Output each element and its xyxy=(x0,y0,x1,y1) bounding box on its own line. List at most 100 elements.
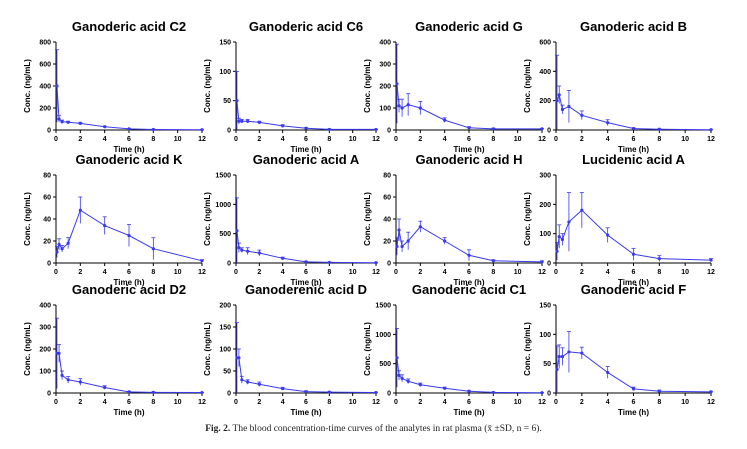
x-tick-label: 4 xyxy=(281,136,285,143)
data-point xyxy=(235,229,239,233)
x-tick-label: 8 xyxy=(657,136,661,143)
x-tick-label: 12 xyxy=(372,136,380,143)
x-tick-label: 8 xyxy=(491,399,495,406)
y-tick-label: 200 xyxy=(539,202,551,209)
data-point xyxy=(237,119,241,123)
x-tick-label: 0 xyxy=(54,136,58,143)
data-point xyxy=(631,126,636,131)
x-tick-label: 4 xyxy=(606,399,610,406)
data-point xyxy=(657,257,661,261)
y-tick-label: 100 xyxy=(539,332,551,339)
x-tick-label: 2 xyxy=(257,399,261,406)
x-axis-label: Time (h) xyxy=(291,278,322,287)
data-point xyxy=(257,382,261,386)
x-tick-label: 8 xyxy=(327,136,331,143)
x-tick-label: 0 xyxy=(394,399,398,406)
x-axis-label: Time (h) xyxy=(291,145,322,154)
data-point xyxy=(657,127,661,131)
data-point xyxy=(540,260,544,264)
y-tick-label: 0 xyxy=(47,261,51,268)
y-tick-label: 100 xyxy=(39,369,51,376)
x-tick-label: 6 xyxy=(304,399,308,406)
y-axis-label: Conc. (ng/mL) xyxy=(363,59,372,113)
y-tick-label: 40 xyxy=(383,217,391,224)
x-tick-label: 4 xyxy=(443,399,447,406)
data-point xyxy=(580,351,584,355)
x-tick-label: 4 xyxy=(281,399,285,406)
data-point xyxy=(631,252,636,256)
x-tick-label: 2 xyxy=(418,136,422,143)
x-tick-label: 4 xyxy=(443,269,447,276)
y-tick-label: 0 xyxy=(387,391,391,398)
y-axis-label: Conc. (ng/mL) xyxy=(363,192,372,246)
data-point xyxy=(246,380,250,384)
x-tick-label: 0 xyxy=(234,399,238,406)
y-tick-label: 80 xyxy=(383,173,391,180)
y-tick-label: 0 xyxy=(387,128,391,135)
data-point xyxy=(557,235,561,239)
y-tick-label: 50 xyxy=(223,98,231,105)
data-point xyxy=(127,233,131,238)
x-tick-label: 12 xyxy=(538,399,546,406)
chart-panel-8: Lucidenic acid A 0 100 200 300 0 2 4 6 8 10 12 Time … xyxy=(523,152,715,287)
x-tick-label: 2 xyxy=(257,269,261,276)
y-tick-label: 1000 xyxy=(375,332,391,339)
x-tick-label: 12 xyxy=(707,269,715,276)
data-point xyxy=(557,355,561,359)
chart-title: Ganoderenic acid D xyxy=(245,282,367,297)
data-point xyxy=(60,120,64,124)
y-tick-label: 200 xyxy=(39,347,51,354)
y-tick-label: 100 xyxy=(219,347,231,354)
data-point xyxy=(281,124,285,128)
data-point xyxy=(443,239,447,243)
data-point xyxy=(327,260,331,265)
x-tick-label: 0 xyxy=(54,269,58,276)
data-point xyxy=(304,126,308,130)
x-tick-label: 4 xyxy=(606,136,610,143)
y-tick-label: 150 xyxy=(219,40,231,47)
data-point xyxy=(281,256,285,260)
data-point xyxy=(78,121,82,125)
y-tick-label: 0 xyxy=(547,128,551,135)
x-tick-label: 4 xyxy=(103,269,107,276)
x-tick-label: 8 xyxy=(657,399,661,406)
y-tick-label: 100 xyxy=(219,69,231,76)
chart-title: Ganoderic acid H xyxy=(416,152,523,167)
data-point xyxy=(200,259,204,263)
data-point xyxy=(397,373,401,377)
data-point xyxy=(374,390,378,395)
x-tick-label: 6 xyxy=(304,269,308,276)
x-tick-label: 10 xyxy=(349,399,357,406)
figure-caption: Fig. 2. The blood concentration-time cur… xyxy=(0,424,747,434)
x-tick-label: 2 xyxy=(580,136,584,143)
chart-title: Ganoderic acid G xyxy=(415,19,523,34)
x-tick-label: 6 xyxy=(127,136,131,143)
x-tick-label: 6 xyxy=(127,399,131,406)
x-tick-label: 12 xyxy=(707,136,715,143)
x-tick-label: 6 xyxy=(467,269,471,276)
data-point xyxy=(606,233,610,237)
y-tick-label: 50 xyxy=(543,361,551,368)
data-point xyxy=(400,376,404,380)
x-tick-label: 8 xyxy=(151,399,155,406)
x-tick-label: 12 xyxy=(707,399,715,406)
y-tick-label: 20 xyxy=(383,239,391,246)
y-axis-label: Conc. (ng/mL) xyxy=(23,322,32,376)
y-tick-label: 200 xyxy=(39,106,51,113)
data-point xyxy=(418,383,422,387)
y-tick-label: 40 xyxy=(43,217,51,224)
y-tick-label: 400 xyxy=(539,69,551,76)
y-tick-label: 0 xyxy=(47,128,51,135)
data-point xyxy=(237,356,241,360)
data-point xyxy=(400,244,404,249)
data-point xyxy=(60,247,64,251)
y-axis-label: Conc. (ng/mL) xyxy=(363,322,372,376)
y-tick-label: 300 xyxy=(379,62,391,69)
data-point xyxy=(103,224,107,228)
x-axis-label: Time (h) xyxy=(114,408,145,417)
data-point xyxy=(555,367,559,372)
y-tick-label: 20 xyxy=(43,239,51,246)
data-point xyxy=(709,390,713,394)
y-tick-label: 200 xyxy=(219,303,231,310)
x-tick-label: 12 xyxy=(198,136,206,143)
